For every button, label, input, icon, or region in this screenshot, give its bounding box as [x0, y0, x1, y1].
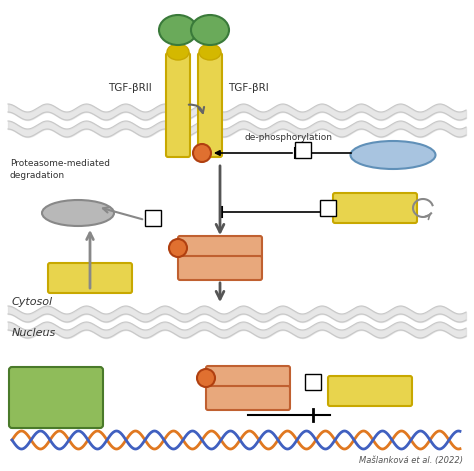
Text: TGF-βRII: TGF-βRII — [108, 83, 152, 93]
Ellipse shape — [350, 141, 436, 169]
Ellipse shape — [42, 200, 114, 226]
FancyBboxPatch shape — [178, 256, 262, 280]
Text: de-phosphorylation: de-phosphorylation — [245, 133, 333, 143]
Text: Elements: Elements — [35, 409, 77, 418]
Text: Responsive: Responsive — [30, 397, 82, 406]
FancyBboxPatch shape — [333, 193, 417, 223]
Text: SMAD2/3: SMAD2/3 — [200, 244, 244, 254]
Text: 3: 3 — [150, 213, 156, 223]
FancyBboxPatch shape — [328, 376, 412, 406]
Ellipse shape — [159, 15, 197, 45]
Text: Nucleus: Nucleus — [12, 328, 56, 338]
Ellipse shape — [193, 144, 211, 162]
Text: SMAD7: SMAD7 — [348, 386, 392, 396]
Text: SMURF1/2: SMURF1/2 — [53, 208, 103, 218]
Ellipse shape — [191, 15, 229, 45]
Text: SMAD7: SMAD7 — [68, 273, 112, 283]
FancyBboxPatch shape — [198, 53, 222, 157]
FancyBboxPatch shape — [166, 53, 190, 157]
FancyBboxPatch shape — [178, 236, 262, 260]
Text: SMAD2/3: SMAD2/3 — [228, 374, 272, 384]
Text: 1: 1 — [325, 203, 331, 213]
Text: P: P — [202, 373, 210, 383]
Text: P: P — [174, 243, 182, 253]
Ellipse shape — [167, 44, 189, 60]
Text: Mašlanková et al. (2022): Mašlanková et al. (2022) — [359, 455, 463, 464]
Text: 2: 2 — [300, 145, 306, 155]
Text: SMAD4: SMAD4 — [204, 264, 239, 274]
Text: TGF-βRI: TGF-βRI — [228, 83, 268, 93]
FancyBboxPatch shape — [206, 366, 290, 390]
Ellipse shape — [197, 369, 215, 387]
FancyBboxPatch shape — [305, 374, 321, 390]
Ellipse shape — [169, 239, 187, 257]
Text: P: P — [198, 148, 206, 158]
FancyBboxPatch shape — [9, 367, 103, 428]
Text: TGF-β: TGF-β — [195, 25, 225, 34]
Text: SMAD2-3/SMAD4: SMAD2-3/SMAD4 — [18, 385, 94, 394]
FancyBboxPatch shape — [295, 142, 311, 158]
FancyBboxPatch shape — [206, 386, 290, 410]
Text: 4: 4 — [310, 377, 316, 387]
Text: SMAD7: SMAD7 — [353, 203, 397, 213]
Text: degradation: degradation — [10, 171, 65, 179]
FancyBboxPatch shape — [320, 200, 336, 216]
Ellipse shape — [199, 44, 221, 60]
Text: TGF-β: TGF-β — [163, 25, 193, 34]
Text: Cytosol: Cytosol — [12, 297, 53, 307]
Text: SMAD4: SMAD4 — [233, 394, 267, 404]
Text: Proteasome-mediated: Proteasome-mediated — [10, 159, 110, 168]
FancyBboxPatch shape — [48, 263, 132, 293]
FancyBboxPatch shape — [145, 210, 161, 226]
Text: Phosphatases: Phosphatases — [359, 150, 427, 160]
